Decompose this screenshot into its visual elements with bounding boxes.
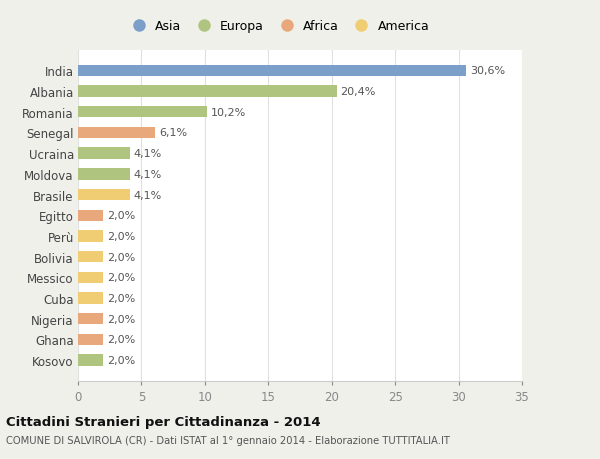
Text: 4,1%: 4,1% bbox=[134, 169, 162, 179]
Bar bbox=[78, 272, 103, 283]
Text: 20,4%: 20,4% bbox=[341, 87, 376, 97]
Bar bbox=[78, 190, 130, 201]
Text: 4,1%: 4,1% bbox=[134, 190, 162, 200]
Text: 2,0%: 2,0% bbox=[107, 231, 136, 241]
Text: 2,0%: 2,0% bbox=[107, 314, 136, 324]
Text: COMUNE DI SALVIROLA (CR) - Dati ISTAT al 1° gennaio 2014 - Elaborazione TUTTITAL: COMUNE DI SALVIROLA (CR) - Dati ISTAT al… bbox=[6, 435, 450, 445]
Bar bbox=[78, 148, 130, 159]
Text: 30,6%: 30,6% bbox=[470, 66, 505, 76]
Bar bbox=[78, 128, 155, 139]
Text: 2,0%: 2,0% bbox=[107, 355, 136, 365]
Bar bbox=[78, 210, 103, 221]
Text: 6,1%: 6,1% bbox=[159, 128, 187, 138]
Text: 2,0%: 2,0% bbox=[107, 335, 136, 345]
Text: 2,0%: 2,0% bbox=[107, 211, 136, 221]
Bar bbox=[78, 252, 103, 263]
Text: 10,2%: 10,2% bbox=[211, 107, 247, 118]
Bar bbox=[78, 355, 103, 366]
Bar bbox=[78, 86, 337, 97]
Text: 4,1%: 4,1% bbox=[134, 149, 162, 159]
Bar bbox=[78, 66, 466, 77]
Bar bbox=[78, 313, 103, 325]
Bar bbox=[78, 107, 208, 118]
Bar bbox=[78, 169, 130, 180]
Text: Cittadini Stranieri per Cittadinanza - 2014: Cittadini Stranieri per Cittadinanza - 2… bbox=[6, 415, 320, 428]
Bar bbox=[78, 231, 103, 242]
Legend: Asia, Europa, Africa, America: Asia, Europa, Africa, America bbox=[127, 20, 429, 34]
Text: 2,0%: 2,0% bbox=[107, 252, 136, 262]
Bar bbox=[78, 334, 103, 345]
Bar bbox=[78, 293, 103, 304]
Text: 2,0%: 2,0% bbox=[107, 273, 136, 283]
Text: 2,0%: 2,0% bbox=[107, 293, 136, 303]
